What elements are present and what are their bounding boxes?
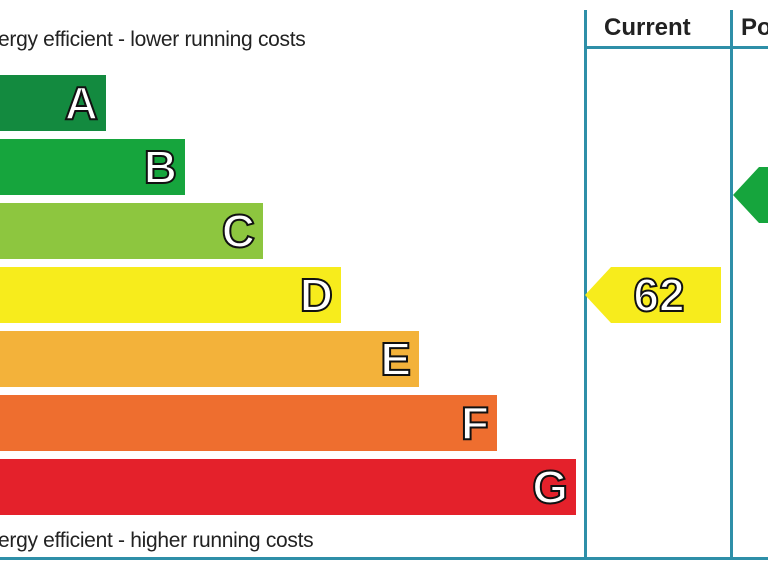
top-note: ergy efficient - lower running costs xyxy=(0,28,306,51)
current-arrow-shape xyxy=(585,267,721,323)
divider-potential-left xyxy=(730,10,733,560)
bar-label-e: E xyxy=(379,332,412,386)
bar-c: C xyxy=(0,203,263,259)
bar-g: G xyxy=(0,459,576,515)
bar-label-g: G xyxy=(531,460,569,514)
divider-current-left xyxy=(584,10,587,560)
bottom-rule xyxy=(0,557,768,560)
bar-label-b: B xyxy=(143,140,178,194)
column-header-potential: Po xyxy=(741,14,768,41)
bar-label-a: A xyxy=(64,76,99,130)
bar-f: F xyxy=(0,395,497,451)
bar-e: E xyxy=(0,331,419,387)
current-rating-arrow: 62 xyxy=(585,267,721,323)
bar-label-d: D xyxy=(299,268,334,322)
bar-label-f: F xyxy=(460,396,490,450)
header-rule xyxy=(584,46,768,49)
bar-b: B xyxy=(0,139,185,195)
column-header-current: Current xyxy=(604,14,691,41)
bar-d: D xyxy=(0,267,341,323)
bar-a: A xyxy=(0,75,106,131)
bottom-note: ergy efficient - higher running costs xyxy=(0,529,314,552)
bar-label-c: C xyxy=(221,204,256,258)
current-rating-value: 62 xyxy=(632,268,685,322)
potential-arrow-shape xyxy=(733,167,768,223)
potential-rating-arrow xyxy=(733,167,768,223)
